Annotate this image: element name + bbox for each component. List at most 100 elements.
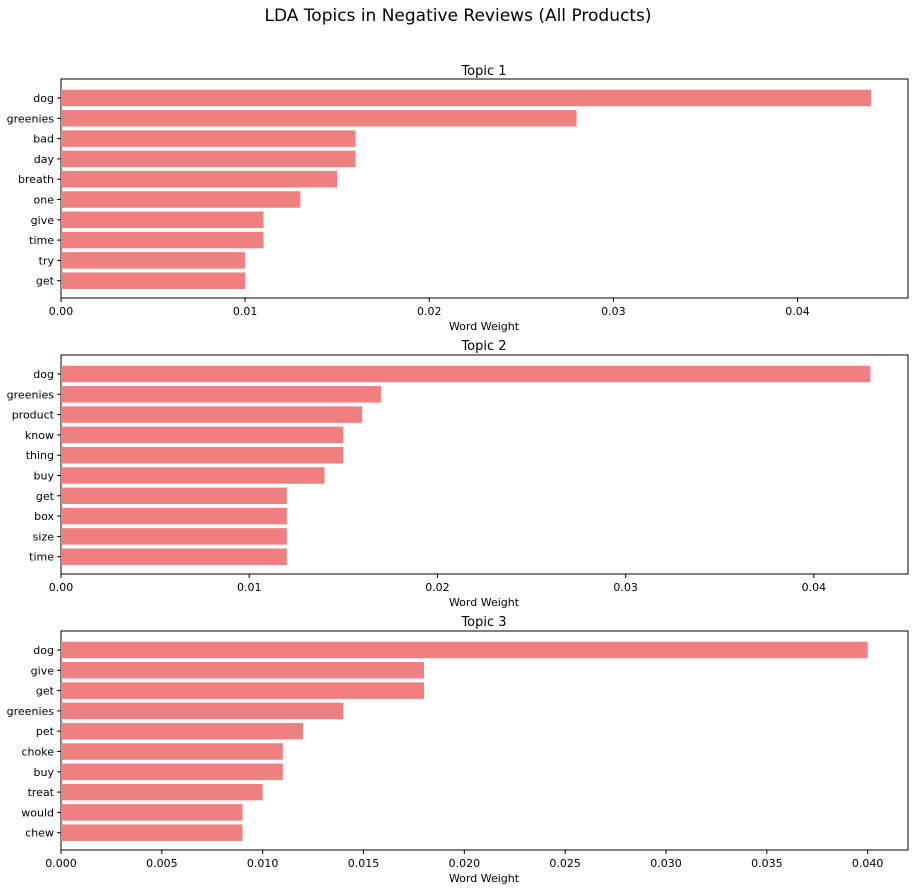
bar-dog <box>61 641 868 659</box>
x-axis-label: Word Weight <box>449 596 520 609</box>
subplot-title: Topic 1 <box>460 64 506 79</box>
x-tick-label: 0.035 <box>751 857 783 870</box>
bar-product <box>61 406 363 423</box>
bar-give <box>61 211 264 229</box>
y-tick-label: greenies <box>7 112 55 125</box>
y-tick-label: know <box>25 429 54 442</box>
subplot-topic-1: Topic 1 dog greenies bad day breath one give ti… <box>7 64 909 333</box>
bar-get <box>61 682 424 699</box>
bar-time <box>61 548 287 565</box>
x-tick-label: 0.030 <box>650 857 682 870</box>
bar-one <box>61 191 301 208</box>
bar-try <box>61 252 246 269</box>
x-tick-label: 0.00 <box>49 581 74 594</box>
x-axis-label: Word Weight <box>449 320 520 333</box>
y-tick-label: dog <box>33 368 54 381</box>
bar-dog <box>61 89 872 107</box>
bar-size <box>61 528 287 545</box>
y-tick-label: size <box>33 530 55 543</box>
y-tick-label: buy <box>34 470 55 483</box>
bar-day <box>61 150 356 168</box>
y-axis-ticks: dog greenies bad day breath one give time try get <box>7 92 61 288</box>
y-tick-label: time <box>29 234 54 247</box>
y-tick-label: day <box>34 153 55 166</box>
y-tick-label: greenies <box>7 388 55 401</box>
x-tick-label: 0.025 <box>549 857 581 870</box>
plot-frame <box>60 354 909 575</box>
subplot-title: Topic 3 <box>460 615 506 630</box>
x-axis-label: Word Weight <box>449 872 520 885</box>
figure-title: LDA Topics in Negative Reviews (All Prod… <box>265 6 652 26</box>
x-tick-label: 0.03 <box>613 581 638 594</box>
plot-frame <box>60 78 909 299</box>
y-tick-label: get <box>36 275 55 288</box>
bar-group <box>61 89 872 289</box>
subplot-title: Topic 2 <box>460 339 506 354</box>
bar-give <box>61 662 424 679</box>
bar-buy <box>61 467 325 484</box>
x-tick-label: 0.02 <box>425 581 450 594</box>
bar-breath <box>61 170 338 188</box>
y-tick-label: box <box>34 510 54 523</box>
bar-bad <box>61 130 356 147</box>
bar-group <box>61 365 871 565</box>
bar-time <box>61 231 264 249</box>
x-tick-label: 0.040 <box>852 857 884 870</box>
x-axis-ticks: 0.00 0.01 0.02 0.03 0.04 <box>49 298 810 318</box>
y-tick-label: pet <box>36 725 55 738</box>
bar-know <box>61 426 344 444</box>
x-tick-label: 0.04 <box>802 581 827 594</box>
subplot-topic-3: Topic 3 dog give get greenies pet choke buy tre… <box>7 615 909 885</box>
subplot-topic-2: Topic 2 dog greenies product know thing buy ge… <box>7 339 909 609</box>
y-tick-label: try <box>39 254 55 267</box>
x-tick-label: 0.01 <box>237 581 262 594</box>
y-tick-label: buy <box>34 766 55 779</box>
bar-pet <box>61 722 303 740</box>
y-axis-ticks: dog greenies product know thing buy get box size… <box>7 368 61 564</box>
bar-box <box>61 507 287 525</box>
y-tick-label: get <box>36 490 55 503</box>
x-axis-ticks: 0.000 0.005 0.010 0.015 0.020 0.025 0.030 0.035… <box>45 850 883 870</box>
x-tick-label: 0.01 <box>233 305 258 318</box>
bar-get <box>61 487 287 505</box>
bar-thing <box>61 446 344 464</box>
y-tick-label: one <box>34 194 55 207</box>
y-tick-label: would <box>21 806 54 819</box>
plot-frame <box>60 630 909 851</box>
bar-dog <box>61 365 871 383</box>
bar-would <box>61 804 243 821</box>
bar-chew <box>61 824 243 841</box>
x-tick-label: 0.00 <box>49 305 74 318</box>
x-tick-label: 0.02 <box>417 305 442 318</box>
x-tick-label: 0.010 <box>247 857 279 870</box>
bar-group <box>61 641 868 841</box>
y-tick-label: time <box>29 551 54 564</box>
y-tick-label: treat <box>28 786 55 799</box>
x-tick-label: 0.005 <box>146 857 178 870</box>
bar-greenies <box>61 110 577 127</box>
bar-get <box>61 272 246 289</box>
y-tick-label: get <box>36 685 55 698</box>
y-tick-label: product <box>12 409 55 422</box>
y-tick-label: thing <box>26 449 54 462</box>
x-tick-label: 0.04 <box>785 305 810 318</box>
x-tick-label: 0.020 <box>449 857 481 870</box>
y-tick-label: choke <box>22 746 55 759</box>
y-tick-label: breath <box>18 173 54 186</box>
bar-greenies <box>61 702 344 720</box>
x-tick-label: 0.015 <box>348 857 380 870</box>
y-tick-label: dog <box>33 92 54 105</box>
bar-greenies <box>61 386 381 403</box>
y-axis-ticks: dog give get greenies pet choke buy treat would c… <box>7 644 61 840</box>
bar-choke <box>61 743 283 760</box>
y-tick-label: give <box>31 664 55 677</box>
bar-buy <box>61 763 283 781</box>
y-tick-label: chew <box>25 827 54 840</box>
x-tick-label: 0.000 <box>45 857 77 870</box>
bar-treat <box>61 783 263 801</box>
y-tick-label: give <box>31 214 55 227</box>
x-tick-label: 0.03 <box>601 305 626 318</box>
y-tick-label: greenies <box>7 705 55 718</box>
y-tick-label: dog <box>33 644 54 657</box>
